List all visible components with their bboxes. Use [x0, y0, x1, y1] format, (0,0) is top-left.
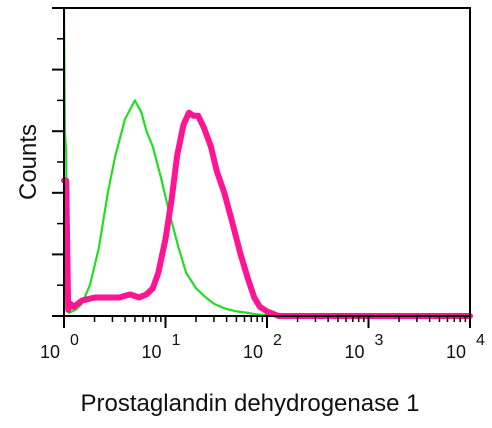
x-tick-label-base: 10	[141, 342, 161, 362]
x-tick-label-base: 10	[40, 342, 60, 362]
x-tick-label-base: 10	[243, 342, 263, 362]
x-tick-label-exponent: 2	[273, 332, 282, 349]
x-tick-label-exponent: 4	[476, 332, 485, 349]
x-tick-label-exponent: 3	[375, 332, 384, 349]
x-tick-label-exponent: 0	[70, 332, 79, 349]
y-axis-title: Counts	[15, 124, 42, 200]
plot-frame	[63, 7, 471, 317]
x-axis-title: Prostaglandin dehydrogenase 1	[81, 390, 420, 417]
ticks-layer	[52, 7, 471, 328]
histogram-series-line-1	[62, 6, 472, 318]
x-tick-label-base: 10	[344, 342, 364, 362]
tick-labels: 10 0 10 1 10 2 10 3 10 4	[40, 332, 485, 362]
histogram-series-line-2	[61, 109, 473, 319]
x-tick-label-base: 10	[446, 342, 466, 362]
x-tick-label-exponent: 1	[172, 332, 181, 349]
series-layer	[61, 6, 473, 319]
